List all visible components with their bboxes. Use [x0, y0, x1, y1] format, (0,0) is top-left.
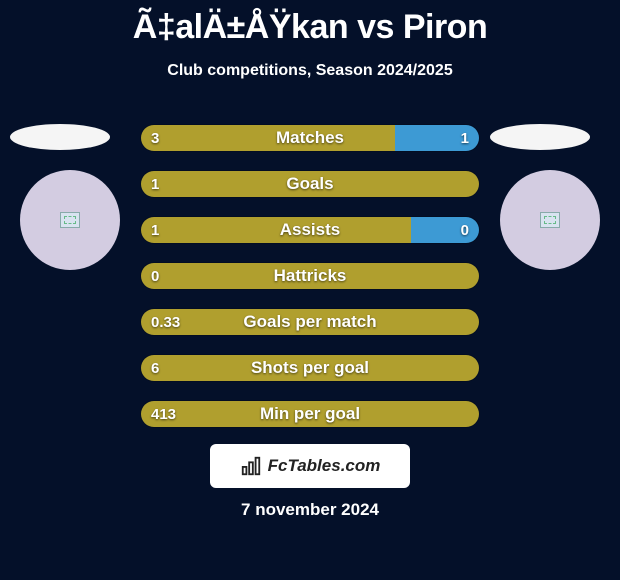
shirt-icon: [540, 212, 560, 228]
stat-row-left-segment: [141, 355, 479, 381]
date-line: 7 november 2024: [0, 500, 620, 520]
player-left-shirt-circle: [20, 170, 120, 270]
chart-icon: [240, 455, 262, 477]
source-label: FcTables.com: [268, 456, 381, 476]
page-title: Ã‡alÄ±ÅŸkan vs Piron: [0, 8, 620, 47]
player-right-head-oval: [490, 124, 590, 150]
source-badge: FcTables.com: [210, 444, 410, 488]
stat-row-left-segment: [141, 125, 395, 151]
stat-row-left-segment: [141, 401, 479, 427]
stat-row-right-segment: [395, 125, 480, 151]
player-left-head-oval: [10, 124, 110, 150]
shirt-icon: [60, 212, 80, 228]
subtitle: Club competitions, Season 2024/2025: [0, 62, 620, 80]
stat-row-left-segment: [141, 171, 479, 197]
stat-row: Hattricks0: [140, 262, 480, 290]
stat-row: Min per goal413: [140, 400, 480, 428]
stat-row: Assists10: [140, 216, 480, 244]
stat-row-left-segment: [141, 217, 411, 243]
stat-row-right-segment: [411, 217, 479, 243]
stat-row: Goals per match0.33: [140, 308, 480, 336]
stat-row-left-segment: [141, 263, 479, 289]
stat-row: Goals1: [140, 170, 480, 198]
stat-row: Shots per goal6: [140, 354, 480, 382]
player-right-shirt-circle: [500, 170, 600, 270]
stat-row-left-segment: [141, 309, 479, 335]
stat-row: Matches31: [140, 124, 480, 152]
